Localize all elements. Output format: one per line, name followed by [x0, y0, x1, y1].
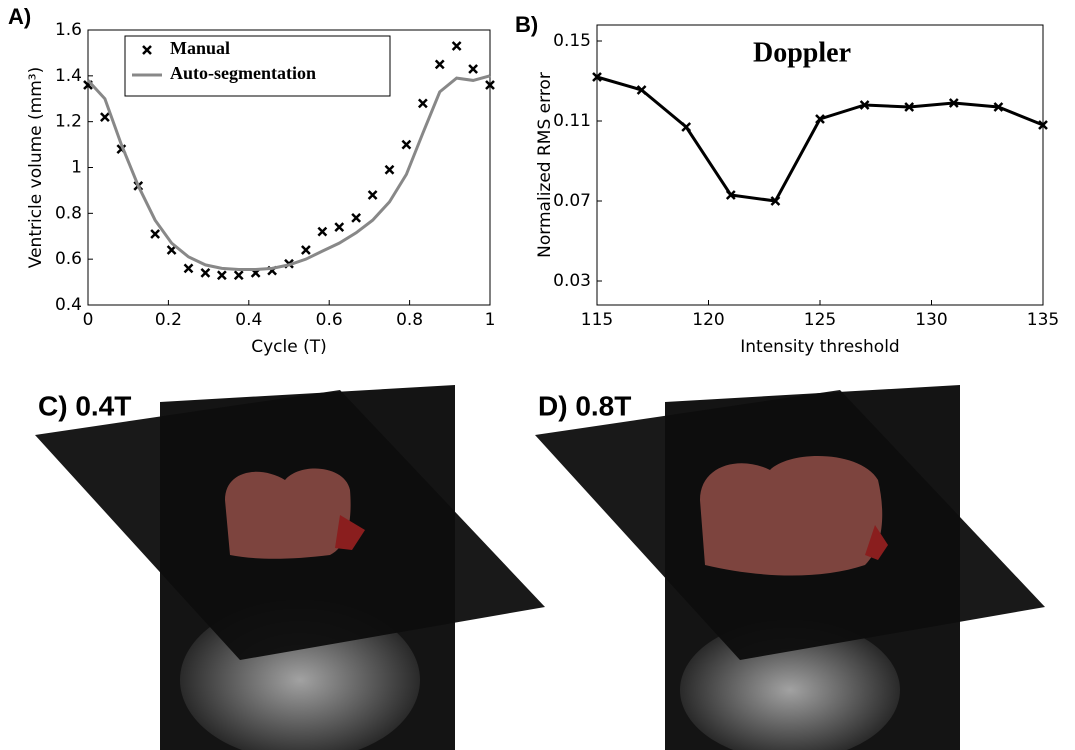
volume-render-d	[535, 385, 1045, 750]
marker	[993, 102, 1004, 112]
y-tick-label: 0.11	[553, 111, 591, 131]
marker	[1038, 120, 1048, 130]
marker	[725, 190, 736, 200]
marker	[592, 72, 602, 82]
panel-label: A)	[8, 4, 31, 29]
marker	[904, 102, 915, 112]
marker	[417, 98, 428, 109]
y-tick-label: 0.4	[55, 295, 82, 315]
x-tick-label: 0.4	[235, 310, 262, 330]
marker	[334, 222, 345, 232]
y-tick-label: 0.8	[55, 203, 82, 223]
y-tick-label: 1	[71, 158, 82, 178]
y-tick-label: 0.6	[55, 249, 82, 269]
y-tick-label: 1.4	[55, 66, 82, 86]
legend-label: Manual	[170, 38, 230, 58]
series-line	[86, 74, 491, 271]
x-axis-label: Cycle (T)	[251, 337, 327, 357]
marker	[166, 245, 177, 255]
marker	[351, 213, 362, 223]
y-axis-label: Normalized RMS error	[535, 72, 555, 258]
x-tick-label: 115	[581, 310, 613, 330]
marker	[233, 270, 244, 281]
marker	[636, 85, 647, 95]
x-tick-label: 120	[692, 310, 724, 330]
x-tick-label: 135	[1027, 310, 1059, 330]
marker	[100, 112, 110, 122]
marker	[183, 263, 194, 274]
y-tick-label: 0.07	[553, 191, 591, 211]
marker	[468, 64, 478, 74]
y-tick-label: 0.15	[553, 31, 591, 51]
marker	[200, 268, 211, 278]
x-axis-label: Intensity threshold	[740, 337, 899, 357]
marker	[216, 270, 227, 281]
y-axis-label: Ventricle volume (mm³)	[26, 67, 46, 268]
marker	[770, 196, 781, 206]
marker	[859, 100, 870, 110]
legend-label: Auto-segmentation	[170, 63, 316, 83]
marker	[485, 80, 495, 90]
marker	[434, 59, 445, 70]
marker	[815, 114, 825, 124]
y-tick-label: 0.03	[553, 271, 591, 291]
panel-label: C) 0.4T	[38, 390, 131, 421]
series-line	[596, 75, 1044, 203]
y-tick-label: 1.2	[55, 112, 82, 132]
legend-marker	[142, 45, 152, 55]
x-tick-label: 0.6	[316, 310, 343, 330]
marker	[301, 245, 311, 255]
marker	[948, 98, 959, 108]
x-tick-label: 1	[485, 310, 496, 330]
x-tick-label: 125	[804, 310, 836, 330]
panel-label: B)	[515, 12, 538, 37]
marker	[367, 190, 378, 200]
marker	[384, 164, 395, 175]
x-tick-label: 0	[83, 310, 94, 330]
marker	[150, 229, 161, 239]
chart-title: Doppler	[753, 37, 851, 68]
x-tick-label: 0.2	[155, 310, 182, 330]
y-tick-label: 1.6	[55, 20, 82, 40]
marker	[401, 139, 412, 150]
x-tick-label: 0.8	[396, 310, 423, 330]
marker	[681, 122, 692, 132]
marker	[317, 226, 328, 237]
volume-render-c	[35, 385, 545, 750]
panel-label: D) 0.8T	[538, 390, 631, 421]
x-tick-label: 130	[915, 310, 947, 330]
marker	[451, 41, 462, 51]
legend-box	[124, 35, 391, 97]
